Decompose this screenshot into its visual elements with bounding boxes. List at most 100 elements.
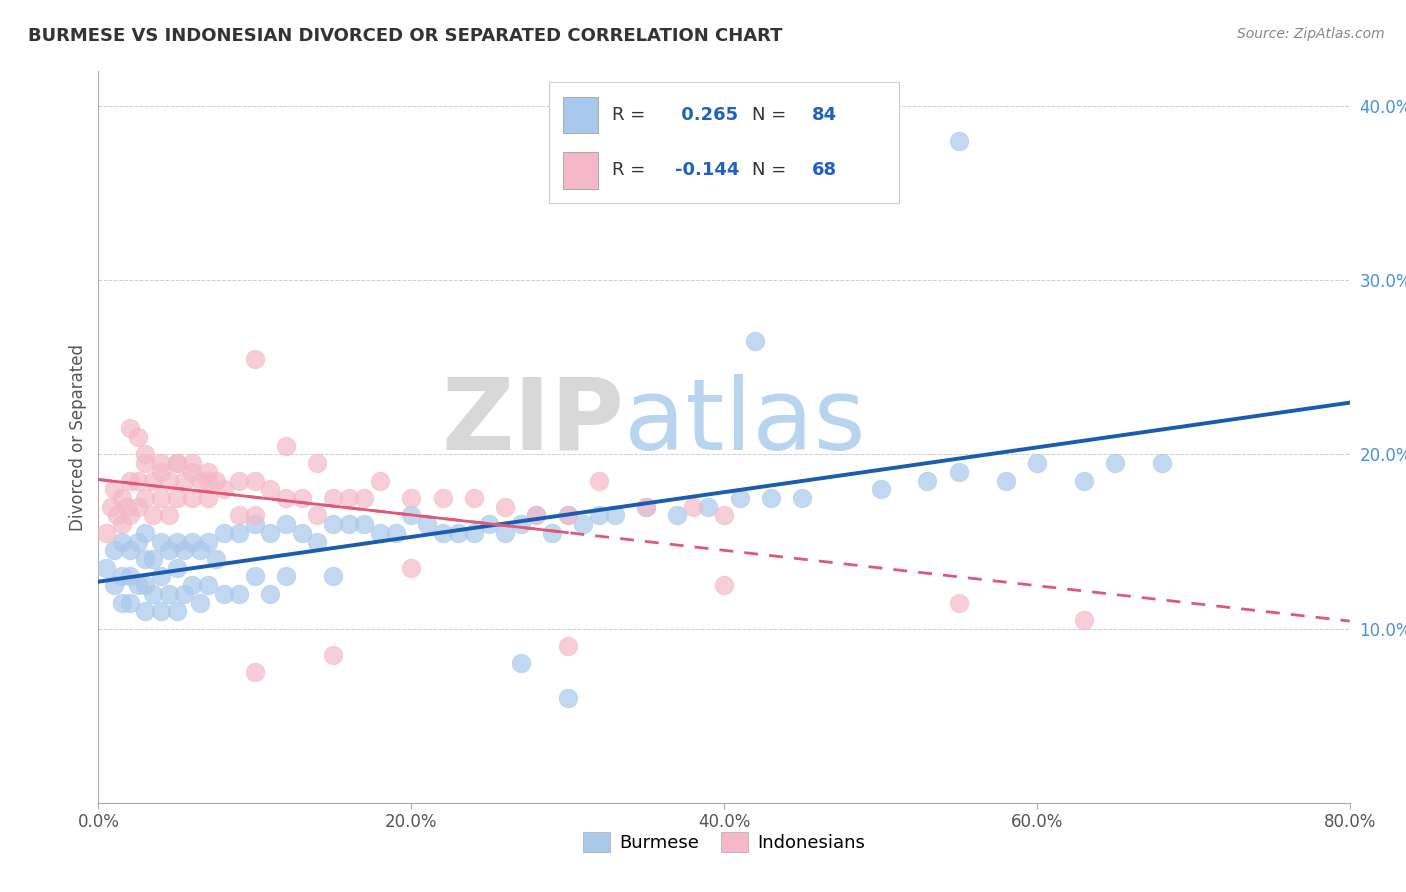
- Y-axis label: Divorced or Separated: Divorced or Separated: [69, 343, 87, 531]
- Point: [134, 552, 156, 566]
- Point: [118, 508, 141, 523]
- Point: [307, 456, 329, 470]
- Point: [274, 439, 298, 453]
- Point: [181, 534, 204, 549]
- Point: [188, 543, 211, 558]
- Point: [150, 534, 173, 549]
- Point: [603, 508, 626, 523]
- Point: [682, 500, 704, 514]
- Text: Source: ZipAtlas.com: Source: ZipAtlas.com: [1237, 27, 1385, 41]
- Point: [127, 578, 149, 592]
- Point: [526, 508, 548, 523]
- Legend: Burmese, Indonesians: Burmese, Indonesians: [576, 825, 872, 860]
- Point: [447, 525, 470, 540]
- Point: [96, 560, 118, 574]
- Point: [157, 543, 180, 558]
- Point: [994, 474, 1017, 488]
- Point: [728, 491, 751, 505]
- Text: atlas: atlas: [624, 374, 866, 471]
- Point: [181, 465, 204, 479]
- Point: [432, 491, 454, 505]
- Point: [181, 578, 204, 592]
- Point: [228, 525, 250, 540]
- Point: [157, 508, 180, 523]
- Point: [337, 517, 360, 532]
- Point: [713, 578, 735, 592]
- Point: [228, 587, 250, 601]
- Point: [118, 569, 141, 583]
- Point: [463, 491, 485, 505]
- Point: [134, 578, 156, 592]
- Point: [228, 508, 250, 523]
- Point: [166, 456, 188, 470]
- Point: [1073, 474, 1095, 488]
- Point: [948, 595, 970, 609]
- Point: [291, 525, 314, 540]
- Point: [157, 474, 180, 488]
- Point: [166, 560, 188, 574]
- Point: [478, 517, 501, 532]
- Point: [588, 474, 610, 488]
- Point: [142, 552, 165, 566]
- Point: [509, 657, 531, 671]
- Point: [115, 500, 138, 514]
- Point: [103, 483, 125, 497]
- Point: [127, 534, 149, 549]
- Point: [103, 578, 125, 592]
- Point: [103, 543, 125, 558]
- Point: [759, 491, 782, 505]
- Point: [181, 456, 204, 470]
- Point: [212, 483, 235, 497]
- Point: [1026, 456, 1049, 470]
- Point: [557, 508, 579, 523]
- Point: [697, 500, 720, 514]
- Point: [243, 517, 266, 532]
- Point: [259, 525, 281, 540]
- Point: [509, 517, 531, 532]
- Point: [111, 534, 134, 549]
- Point: [134, 456, 156, 470]
- Point: [134, 525, 156, 540]
- Point: [105, 508, 128, 523]
- Point: [142, 474, 165, 488]
- Point: [337, 491, 360, 505]
- Point: [948, 134, 970, 148]
- Point: [744, 334, 766, 349]
- Point: [111, 569, 134, 583]
- Point: [274, 517, 298, 532]
- Point: [792, 491, 814, 505]
- Point: [243, 665, 266, 680]
- Point: [173, 543, 195, 558]
- Point: [197, 578, 219, 592]
- Point: [204, 552, 226, 566]
- Point: [353, 517, 375, 532]
- Point: [127, 474, 149, 488]
- Point: [212, 587, 235, 601]
- Point: [368, 474, 391, 488]
- Point: [384, 525, 406, 540]
- Point: [634, 500, 657, 514]
- Point: [557, 691, 579, 706]
- Point: [243, 474, 266, 488]
- Point: [416, 517, 439, 532]
- Point: [1152, 456, 1174, 470]
- Point: [274, 491, 298, 505]
- Point: [494, 500, 516, 514]
- Point: [197, 491, 219, 505]
- Point: [134, 448, 156, 462]
- Point: [572, 517, 595, 532]
- Point: [243, 351, 266, 366]
- Point: [322, 491, 344, 505]
- Point: [463, 525, 485, 540]
- Point: [150, 569, 173, 583]
- Point: [243, 508, 266, 523]
- Point: [259, 587, 281, 601]
- Point: [401, 491, 423, 505]
- Point: [166, 456, 188, 470]
- Point: [307, 508, 329, 523]
- Point: [150, 465, 173, 479]
- Point: [134, 491, 156, 505]
- Point: [166, 534, 188, 549]
- Point: [368, 525, 391, 540]
- Point: [917, 474, 939, 488]
